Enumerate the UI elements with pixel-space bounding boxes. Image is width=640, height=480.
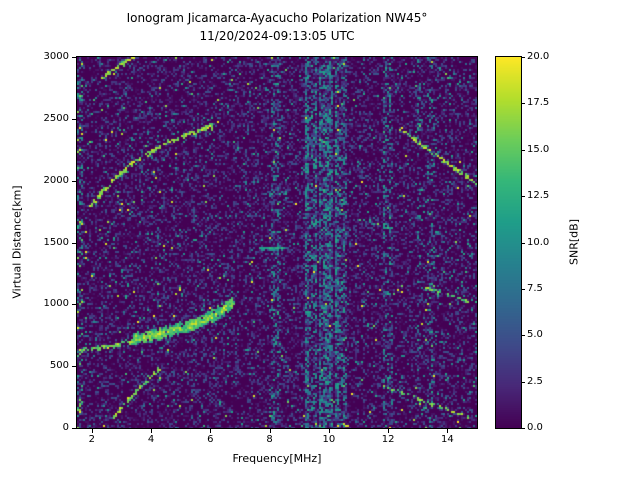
colorbar-tick-mark [521, 428, 525, 429]
y-tick-mark [72, 118, 76, 120]
colorbar-tick-label: 7.5 [527, 282, 543, 294]
colorbar-tick-label: 0.0 [527, 422, 543, 433]
x-axis-label: Frequency[MHz] [232, 452, 322, 465]
chart-title: Ionogram Jicamarca-Ayacucho Polarization… [126, 11, 428, 25]
colorbar-tick-mark [521, 149, 525, 151]
colorbar-tick-mark [521, 242, 525, 244]
x-tick-mark [388, 429, 390, 433]
y-tick-mark [72, 428, 76, 429]
y-axis-label: Virtual Distance[km] [10, 185, 24, 299]
x-tick-label: 10 [322, 434, 336, 445]
x-tick-label: 8 [266, 434, 273, 445]
y-tick-label: 500 [49, 360, 69, 372]
x-tick-label: 4 [147, 434, 155, 445]
colorbar-tick-label: 2.5 [527, 375, 543, 387]
colorbar-tick-label: 17.5 [527, 97, 550, 109]
y-tick-label: 0 [62, 422, 69, 433]
x-tick-mark [269, 429, 271, 433]
x-tick-label: 6 [207, 434, 214, 445]
colorbar-tick-mark [521, 103, 525, 105]
colorbar-tick-label: 20.0 [527, 51, 550, 62]
y-tick-label: 3000 [43, 51, 69, 62]
colorbar-tick-mark [521, 288, 525, 290]
colorbar-tick-mark [521, 196, 525, 198]
colorbar-tick-mark [521, 381, 525, 383]
x-tick-mark [91, 429, 93, 433]
y-tick-label: 1500 [43, 236, 69, 248]
chart-subtitle: 11/20/2024-09:13:05 UTC [199, 29, 355, 43]
x-tick-label: 14 [440, 434, 454, 445]
x-tick-mark [447, 429, 449, 433]
x-tick-mark [151, 429, 153, 433]
colorbar-label: SNR[dB] [567, 219, 581, 265]
x-tick-label: 2 [88, 434, 95, 445]
y-tick-label: 1000 [43, 298, 69, 310]
colorbar-tick-label: 15.0 [527, 143, 550, 155]
heatmap-canvas [77, 57, 477, 428]
y-tick-mark [72, 304, 76, 306]
colorbar-tick-label: 5.0 [527, 329, 543, 341]
y-tick-mark [72, 180, 76, 182]
colorbar-canvas [496, 57, 521, 428]
y-tick-mark [72, 366, 76, 368]
colorbar-tick-label: 10.0 [527, 236, 550, 248]
colorbar-tick-mark [521, 335, 525, 337]
x-tick-mark [210, 429, 212, 433]
y-tick-mark [72, 242, 76, 244]
y-tick-mark [72, 57, 76, 58]
y-tick-label: 2500 [43, 112, 69, 124]
x-tick-label: 12 [381, 434, 395, 445]
x-tick-mark [328, 429, 330, 433]
colorbar-tick-mark [521, 57, 525, 58]
colorbar-tick-label: 12.5 [527, 190, 550, 202]
y-tick-label: 2000 [43, 174, 69, 186]
